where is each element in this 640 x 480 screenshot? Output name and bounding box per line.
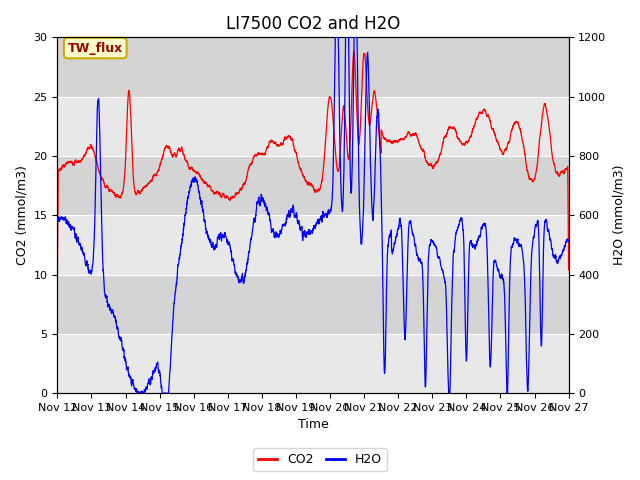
Y-axis label: H2O (mmol/m3): H2O (mmol/m3) [612, 165, 625, 265]
Y-axis label: CO2 (mmol/m3): CO2 (mmol/m3) [15, 165, 28, 265]
X-axis label: Time: Time [298, 419, 328, 432]
Bar [58, 275, 568, 334]
Title: LI7500 CO2 and H2O: LI7500 CO2 and H2O [226, 15, 400, 33]
Bar [58, 156, 568, 215]
Bar [58, 37, 568, 96]
Bar [58, 96, 568, 156]
Bar [58, 334, 568, 393]
Legend: CO2, H2O: CO2, H2O [253, 448, 387, 471]
Bar [58, 215, 568, 275]
Text: TW_flux: TW_flux [68, 42, 123, 55]
